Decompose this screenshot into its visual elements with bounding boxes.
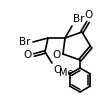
Text: O: O <box>84 10 92 20</box>
Text: Me: Me <box>58 68 73 78</box>
Text: O: O <box>24 50 32 60</box>
Text: O: O <box>52 50 60 60</box>
Text: Br: Br <box>19 37 31 47</box>
Text: O: O <box>53 65 61 75</box>
Text: Br: Br <box>72 14 84 24</box>
